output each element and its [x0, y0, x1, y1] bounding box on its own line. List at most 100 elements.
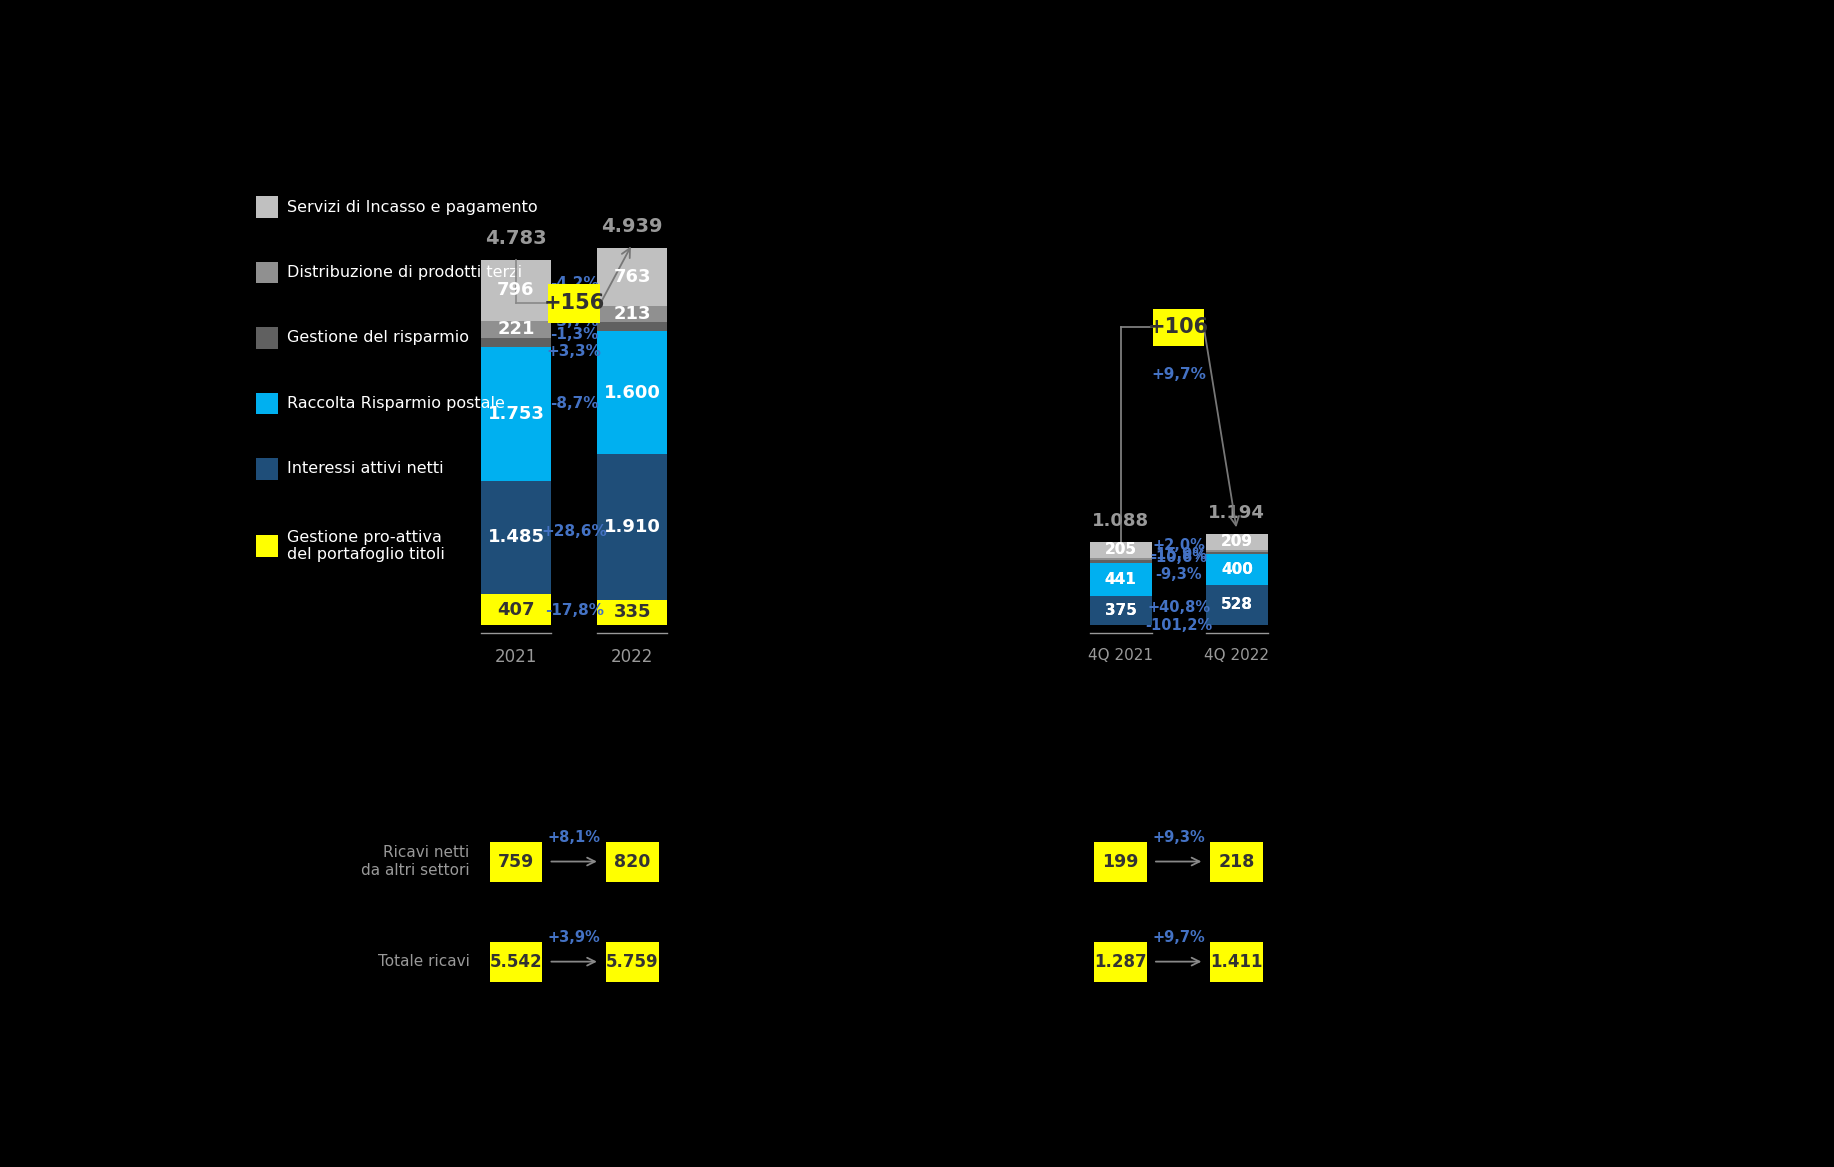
Text: +8,1%: +8,1% [548, 830, 600, 845]
Text: Interessi attivi netti: Interessi attivi netti [288, 461, 444, 476]
Text: +28,6%: +28,6% [541, 524, 607, 539]
Bar [1089, 560, 1152, 562]
Bar [598, 331, 668, 454]
Text: 759: 759 [497, 853, 534, 871]
Bar [1095, 942, 1146, 981]
Bar [257, 261, 279, 284]
Text: -17,8%: -17,8% [545, 603, 603, 619]
Bar [1205, 552, 1267, 554]
Text: 441: 441 [1104, 572, 1137, 587]
Text: 528: 528 [1221, 598, 1253, 613]
Bar [605, 942, 658, 981]
Text: Gestione pro-attiva
del portafoglio titoli: Gestione pro-attiva del portafoglio tito… [288, 530, 446, 562]
Bar [1210, 942, 1264, 981]
Text: +9,7%: +9,7% [1152, 930, 1205, 945]
Bar [481, 594, 550, 626]
Bar [598, 600, 668, 626]
Text: 209: 209 [1221, 534, 1253, 550]
Text: -4,2%: -4,2% [550, 277, 598, 291]
Bar [481, 347, 550, 481]
Text: +156: +156 [543, 293, 605, 313]
Text: +3,3%: +3,3% [547, 344, 602, 359]
Bar [481, 260, 550, 321]
Bar [1089, 558, 1152, 560]
Text: 213: 213 [614, 306, 651, 323]
Text: 763: 763 [614, 268, 651, 286]
Bar [481, 481, 550, 594]
Text: 5.542: 5.542 [490, 952, 543, 971]
Text: -10,6%: -10,6% [1150, 550, 1207, 565]
Text: 400: 400 [1221, 562, 1253, 576]
Bar [598, 322, 668, 331]
Text: 1.194: 1.194 [1209, 504, 1265, 523]
Text: +40,8%: +40,8% [1146, 600, 1210, 615]
Text: 205: 205 [1104, 543, 1137, 558]
Bar [1089, 562, 1152, 596]
Text: 4Q 2022: 4Q 2022 [1205, 648, 1269, 663]
Bar [490, 841, 543, 881]
Text: 1.287: 1.287 [1095, 952, 1146, 971]
Bar [598, 454, 668, 600]
Text: 4Q 2021: 4Q 2021 [1088, 648, 1154, 663]
Bar [1205, 534, 1267, 550]
Bar [1205, 550, 1267, 552]
Text: 2022: 2022 [611, 648, 653, 666]
Text: 205: 205 [1104, 543, 1137, 558]
Text: 1.411: 1.411 [1210, 952, 1264, 971]
Text: Distribuzione di prodotti terzi: Distribuzione di prodotti terzi [288, 265, 523, 280]
Bar [481, 321, 550, 337]
Text: 441: 441 [1104, 572, 1137, 587]
Bar [257, 392, 279, 414]
Text: +2,0%: +2,0% [1152, 538, 1205, 553]
Bar [548, 284, 600, 322]
Text: Gestione del risparmio: Gestione del risparmio [288, 330, 470, 345]
Text: 375: 375 [1104, 603, 1137, 619]
Text: Totale ricavi: Totale ricavi [378, 955, 470, 969]
Text: +3,9%: +3,9% [548, 930, 600, 945]
Bar [605, 841, 658, 881]
Text: -101,2%: -101,2% [1144, 617, 1212, 633]
Text: 796: 796 [497, 281, 536, 299]
Bar [598, 247, 668, 306]
Text: -3,7%: -3,7% [550, 314, 598, 329]
Bar [1210, 841, 1264, 881]
Bar [490, 942, 543, 981]
Bar [1095, 841, 1146, 881]
Text: 335: 335 [614, 603, 651, 621]
Text: -8,7%: -8,7% [550, 396, 598, 411]
Text: Ricavi netti
da altri settori: Ricavi netti da altri settori [361, 845, 470, 878]
Bar [257, 327, 279, 349]
Text: 4.783: 4.783 [486, 229, 547, 249]
Bar [481, 337, 550, 347]
Text: +9,7%: +9,7% [1152, 368, 1207, 382]
Bar [1205, 585, 1267, 626]
Text: 1.753: 1.753 [488, 405, 545, 422]
Text: 528: 528 [1221, 598, 1253, 613]
Text: 4.939: 4.939 [602, 217, 664, 236]
Bar [1089, 541, 1152, 558]
Bar [1089, 596, 1152, 626]
Text: Raccolta Risparmio postale: Raccolta Risparmio postale [288, 396, 504, 411]
Text: 820: 820 [614, 853, 651, 871]
Text: 218: 218 [1218, 853, 1254, 871]
Text: 5.759: 5.759 [605, 952, 658, 971]
Text: 1.910: 1.910 [603, 518, 660, 536]
Text: 199: 199 [1102, 853, 1139, 871]
Text: -1,3%: -1,3% [550, 327, 598, 342]
Text: 400: 400 [1221, 562, 1253, 576]
Bar [257, 534, 279, 557]
Text: 1.485: 1.485 [488, 529, 545, 546]
Text: 2021: 2021 [495, 648, 537, 666]
Text: 375: 375 [1104, 603, 1137, 619]
Text: +9,3%: +9,3% [1152, 830, 1205, 845]
Bar [598, 306, 668, 322]
Text: -15,9%: -15,9% [1150, 547, 1207, 562]
Text: Servizi di Incasso e pagamento: Servizi di Incasso e pagamento [288, 200, 537, 215]
Text: +106: +106 [1148, 317, 1209, 337]
Text: 1.600: 1.600 [603, 384, 660, 401]
Bar [1205, 554, 1267, 585]
Text: 221: 221 [497, 320, 536, 338]
Text: 1.088: 1.088 [1091, 512, 1150, 531]
Text: -9,3%: -9,3% [1155, 567, 1201, 582]
Text: 407: 407 [497, 601, 536, 619]
